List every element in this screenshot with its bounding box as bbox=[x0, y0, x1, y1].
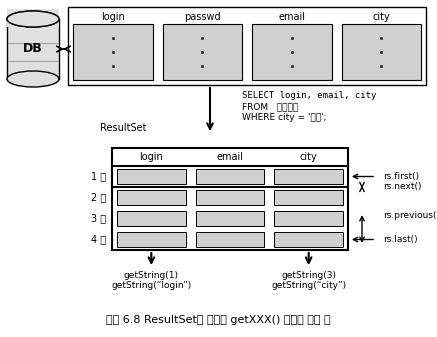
Bar bbox=[252, 24, 332, 80]
Text: 그림 6.8 ResultSet의 결과와 getXXX() 메서드 사용 예: 그림 6.8 ResultSet의 결과와 getXXX() 메서드 사용 예 bbox=[106, 315, 330, 325]
Text: passwd: passwd bbox=[184, 12, 221, 22]
Bar bbox=[196, 211, 264, 226]
Bar bbox=[117, 211, 186, 226]
Text: 4 행: 4 행 bbox=[91, 235, 106, 245]
Text: 3 행: 3 행 bbox=[91, 214, 106, 223]
Text: rs.next(): rs.next() bbox=[383, 183, 422, 191]
Text: DB: DB bbox=[23, 42, 43, 56]
Text: login: login bbox=[101, 12, 125, 22]
Ellipse shape bbox=[7, 71, 59, 87]
Bar bbox=[274, 211, 343, 226]
Text: WHERE city = '서울';: WHERE city = '서울'; bbox=[242, 113, 326, 122]
Ellipse shape bbox=[7, 11, 59, 27]
Text: email: email bbox=[278, 12, 305, 22]
Text: getString(“city”): getString(“city”) bbox=[271, 281, 346, 290]
Text: 2 행: 2 행 bbox=[91, 192, 106, 203]
Text: city: city bbox=[300, 152, 318, 162]
Bar bbox=[68, 7, 426, 85]
Bar bbox=[117, 190, 186, 205]
Bar bbox=[196, 232, 264, 247]
Text: ResultSet: ResultSet bbox=[100, 123, 146, 133]
Text: rs.first(): rs.first() bbox=[383, 172, 419, 181]
Text: getString(1): getString(1) bbox=[124, 271, 179, 280]
Bar bbox=[274, 232, 343, 247]
Ellipse shape bbox=[7, 11, 59, 27]
Bar bbox=[274, 169, 343, 184]
Text: login: login bbox=[139, 152, 163, 162]
Text: rs.last(): rs.last() bbox=[383, 235, 418, 244]
Text: SELECT login, email, city: SELECT login, email, city bbox=[242, 91, 376, 100]
Bar bbox=[196, 190, 264, 205]
Bar bbox=[7, 9, 59, 27]
Text: FROM   테이블명: FROM 테이블명 bbox=[242, 102, 298, 111]
Bar bbox=[196, 169, 264, 184]
Bar bbox=[73, 24, 153, 80]
Bar bbox=[112, 148, 348, 250]
Bar bbox=[7, 19, 59, 79]
Bar bbox=[163, 24, 242, 80]
Text: getString(“login”): getString(“login”) bbox=[111, 281, 191, 290]
Bar bbox=[117, 232, 186, 247]
Text: rs.previous(): rs.previous() bbox=[383, 211, 437, 220]
Bar bbox=[341, 24, 421, 80]
Bar bbox=[117, 169, 186, 184]
Bar bbox=[274, 190, 343, 205]
Text: email: email bbox=[216, 152, 243, 162]
Text: city: city bbox=[372, 12, 390, 22]
Text: 1 행: 1 행 bbox=[91, 172, 106, 182]
Bar bbox=[112, 166, 348, 187]
Text: getString(3): getString(3) bbox=[281, 271, 336, 280]
